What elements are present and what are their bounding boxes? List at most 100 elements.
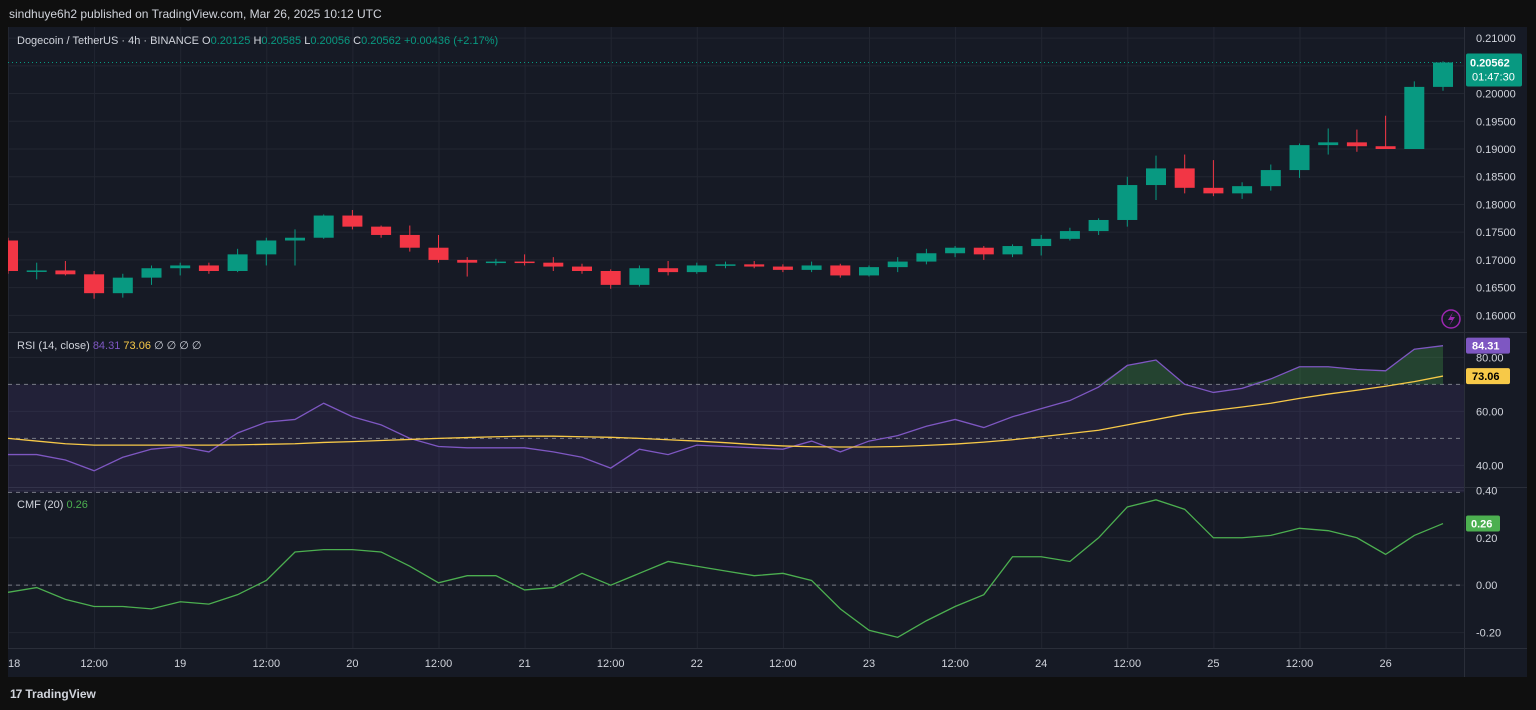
- tradingview-brand[interactable]: 17 TradingView: [10, 687, 96, 701]
- time-axis-label: 20: [346, 658, 358, 670]
- chart-area[interactable]: 0.210000.205000.200000.195000.190000.185…: [0, 27, 1527, 677]
- candle-body: [1318, 142, 1339, 146]
- candle-body: [112, 277, 133, 294]
- candle-body: [399, 234, 420, 248]
- rsi-axis-label: 40.00: [1476, 460, 1504, 472]
- price-axis-label: 0.16500: [1476, 283, 1516, 295]
- candle-body: [973, 247, 994, 255]
- candle-body: [141, 268, 162, 278]
- rsi-legend-part: RSI (14, close): [17, 340, 93, 352]
- price-axis-label: 0.17500: [1476, 227, 1516, 239]
- candle-body: [715, 264, 736, 266]
- candle-body: [1031, 238, 1052, 247]
- candle-body: [1433, 62, 1453, 87]
- candle-body: [945, 247, 966, 254]
- legend-part: H: [253, 35, 261, 47]
- rsi-overbought-fill: [8, 345, 1443, 385]
- legend-part: +0.00436 (+2.17%): [404, 35, 498, 47]
- time-axis-label: 24: [1035, 658, 1047, 670]
- price-axis-label: 0.21000: [1476, 33, 1516, 45]
- time-axis-label: 22: [691, 658, 703, 670]
- rsi-line: [8, 345, 1444, 472]
- candle-body: [830, 265, 851, 276]
- rsi-ma-label: 73.06: [1472, 371, 1500, 383]
- time-axis-label: 12:00: [941, 658, 969, 670]
- candle-body: [55, 270, 76, 275]
- time-axis-label: 12:00: [597, 658, 625, 670]
- candle-body: [342, 215, 363, 227]
- candle-body: [1174, 168, 1195, 188]
- time-axis-label: 12:00: [1286, 658, 1314, 670]
- candle-body: [916, 253, 937, 262]
- candle-body: [313, 215, 334, 238]
- candle-body: [26, 270, 47, 272]
- legend-part: 0.20125: [211, 35, 254, 47]
- cmf-legend: CMF (20) 0.26: [17, 499, 88, 511]
- candle-body: [1260, 170, 1281, 187]
- price-legend: Dogecoin / TetherUS · 4h · BINANCE O0.20…: [17, 35, 498, 47]
- candle-body: [514, 261, 535, 264]
- candle-body: [1059, 231, 1080, 239]
- candle-body: [1375, 146, 1396, 149]
- rsi-axis-label: 60.00: [1476, 406, 1504, 418]
- candle-body: [543, 262, 564, 267]
- rsi-value-tag: [1466, 337, 1510, 354]
- rsi-legend-part: ∅ ∅ ∅ ∅: [154, 340, 202, 352]
- cmf-legend-part: CMF (20): [17, 499, 67, 511]
- candle-body: [1232, 186, 1253, 194]
- candle-body: [686, 265, 707, 273]
- time-axis-label: 12:00: [253, 658, 281, 670]
- time-axis-label: 23: [863, 658, 875, 670]
- candle-body: [1117, 185, 1138, 220]
- footer-bar: 17 TradingView: [0, 678, 1536, 710]
- candle-body: [1289, 145, 1310, 171]
- candle-body: [457, 259, 478, 263]
- cmf-value-label: 0.26: [1471, 519, 1492, 531]
- lightning-bolt-icon: [1448, 312, 1455, 326]
- candle-body: [859, 267, 879, 276]
- time-axis-label: 12:00: [1114, 658, 1142, 670]
- candle-body: [1088, 219, 1109, 232]
- chart-svg[interactable]: 0.210000.205000.200000.195000.190000.185…: [0, 27, 1527, 677]
- candle-body: [285, 237, 305, 241]
- cmf-axis-label: 0.00: [1476, 580, 1497, 592]
- rsi-legend: RSI (14, close) 84.31 73.06 ∅ ∅ ∅ ∅: [17, 340, 202, 352]
- last-price-value: 0.20562: [1470, 57, 1510, 69]
- time-axis-label: 21: [518, 658, 530, 670]
- publish-header: sindhuye6h2 published on TradingView.com…: [0, 0, 1536, 27]
- cmf-legend-part: 0.26: [67, 499, 88, 511]
- time-axis-label: 12:00: [769, 658, 797, 670]
- price-axis-label: 0.18000: [1476, 199, 1516, 211]
- rsi-legend-part: 84.31: [93, 340, 124, 352]
- price-axis-label: 0.20000: [1476, 89, 1516, 101]
- price-axis-label: 0.19500: [1476, 116, 1516, 128]
- price-axis-label: 0.18500: [1476, 172, 1516, 184]
- price-axis-label: 0.16000: [1476, 310, 1516, 322]
- cmf-axis-label: 0.20: [1476, 533, 1497, 545]
- cmf-value-tag: [1466, 515, 1500, 532]
- time-axis-label: 19: [174, 658, 186, 670]
- candle-body: [1146, 168, 1166, 186]
- legend-part: C: [353, 35, 361, 47]
- bar-countdown: 01:47:30: [1472, 71, 1515, 83]
- cmf-axis-label: 0.40: [1476, 485, 1497, 497]
- candle-body: [1404, 86, 1425, 149]
- time-axis-label: 12:00: [425, 658, 453, 670]
- cmf-axis-label: -0.20: [1476, 628, 1501, 640]
- rsi-ma-line: [7, 375, 1444, 448]
- candle-body: [170, 265, 191, 269]
- candle-body: [227, 254, 248, 271]
- candle-body: [428, 247, 449, 260]
- candle-body: [371, 226, 392, 235]
- candle-body: [887, 261, 908, 268]
- time-axis-label: 25: [1207, 658, 1219, 670]
- rsi-ma-tag: [1466, 368, 1510, 385]
- brand-label: TradingView: [25, 687, 96, 701]
- price-axis-label: 0.19000: [1476, 144, 1516, 156]
- time-axis-label: 26: [1379, 658, 1391, 670]
- legend-part: 0.20585: [261, 35, 304, 47]
- candle-body: [629, 268, 650, 285]
- candle-body: [256, 240, 277, 255]
- publish-line: sindhuye6h2 published on TradingView.com…: [9, 7, 382, 21]
- candle-body: [198, 265, 219, 271]
